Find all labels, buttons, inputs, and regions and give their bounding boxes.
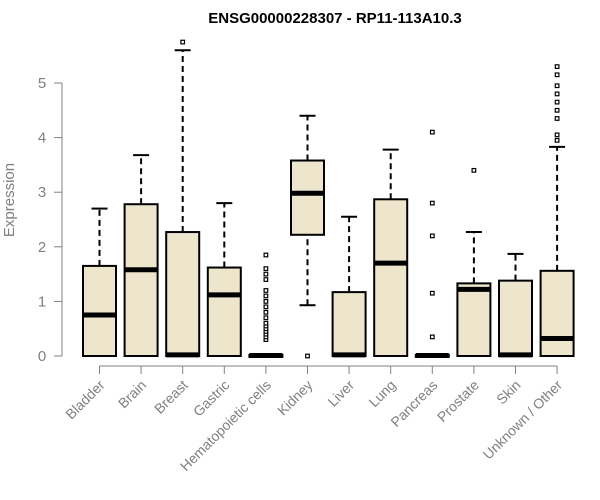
box-lung	[373, 148, 409, 357]
outlier-point	[554, 99, 560, 105]
outlier-point	[263, 252, 269, 258]
chart-title: ENSG00000228307 - RP11-113A10.3	[208, 10, 462, 27]
x-tick-label: Kidney	[274, 377, 316, 419]
outlier-point	[263, 315, 269, 321]
outlier-point	[554, 132, 560, 138]
y-tick-label: 5	[38, 75, 46, 92]
boxes	[82, 39, 575, 359]
outlier-point	[305, 353, 310, 359]
outlier-point	[263, 309, 269, 315]
y-axis-label: Expression	[1, 163, 18, 237]
x-tick-label: Unknown / Other	[480, 377, 566, 463]
box-iqr	[456, 282, 492, 357]
box-brain	[123, 154, 159, 357]
x-tick-label: Liver	[324, 377, 357, 410]
box-iqr	[123, 203, 159, 357]
y-tick-label: 2	[38, 239, 46, 256]
x-tick-label: Prostate	[434, 377, 482, 425]
x-tick-label: Skin	[493, 377, 524, 408]
axes: 0 1 2 3 4 5	[38, 75, 558, 367]
outlier-point	[180, 39, 186, 45]
outlier-point	[429, 200, 435, 206]
box-iqr	[539, 269, 575, 358]
outlier-point	[429, 233, 435, 239]
x-tick-label: Lung	[365, 377, 398, 410]
outlier-point	[263, 293, 269, 299]
outlier-point	[263, 299, 269, 304]
outlier-point	[554, 64, 560, 70]
outlier-point	[263, 288, 269, 293]
outlier-point	[263, 320, 269, 326]
box-prostate	[456, 167, 492, 357]
outlier-point	[263, 304, 269, 310]
box-unknown-other	[539, 64, 575, 358]
box-gastric	[206, 202, 242, 358]
box-iqr	[165, 231, 201, 357]
x-tick-label: Breast	[151, 377, 191, 417]
x-tick-label: Brain	[115, 377, 149, 411]
outlier-point	[554, 107, 560, 113]
outlier-point	[263, 277, 269, 282]
y-tick-label: 4	[38, 130, 46, 147]
outlier-point	[554, 83, 560, 89]
box-iqr	[82, 264, 117, 357]
box-skin	[498, 252, 533, 358]
outlier-point	[429, 129, 435, 135]
y-tick-label: 0	[38, 348, 46, 365]
outlier-point	[471, 167, 477, 173]
box-iqr	[206, 266, 242, 358]
box-liver	[331, 215, 367, 358]
box-iqr	[331, 291, 367, 358]
y-tick-label: 1	[38, 293, 46, 310]
box-pancreas	[414, 129, 450, 358]
outlier-point	[554, 72, 560, 78]
x-tick-label: Bladder	[62, 377, 108, 423]
outlier-point	[429, 290, 435, 296]
outlier-point	[429, 334, 435, 340]
box-bladder	[82, 207, 117, 357]
outlier-point	[263, 266, 269, 272]
outlier-point	[554, 116, 560, 121]
box-iqr	[290, 159, 325, 236]
box-breast	[165, 39, 201, 358]
box-iqr	[373, 198, 409, 357]
y-tick-label: 3	[38, 184, 46, 201]
box-kidney	[290, 114, 325, 359]
outlier-point	[554, 91, 560, 97]
outlier-point	[263, 271, 269, 277]
outlier-point	[554, 137, 560, 143]
box-hematopoietic-cells	[248, 252, 284, 358]
box-iqr	[498, 279, 533, 358]
